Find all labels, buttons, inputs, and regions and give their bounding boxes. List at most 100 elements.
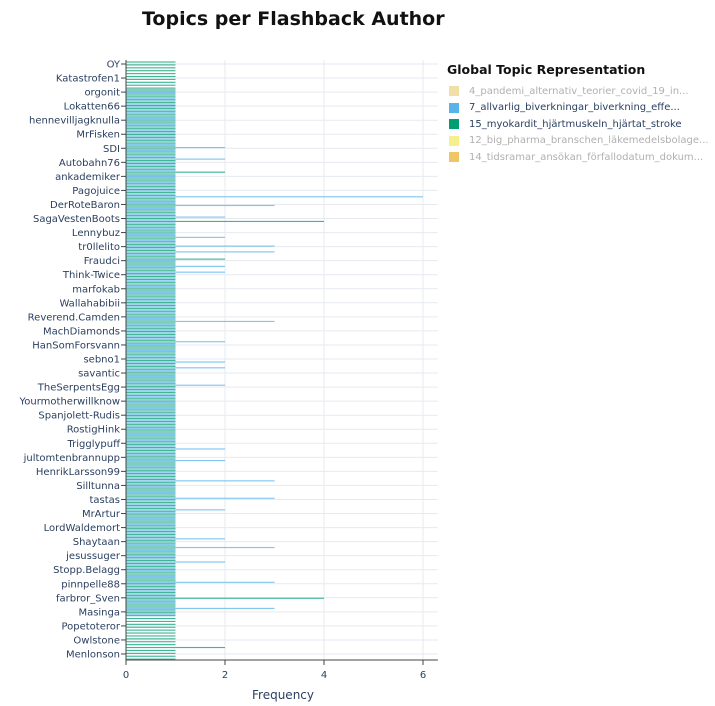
bar <box>126 220 324 223</box>
bar <box>126 607 275 609</box>
bar <box>126 245 275 247</box>
axis-layer: 0 2 4 6 OY Katastrofen1 orgonit Lokatten66 henne… <box>19 60 438 681</box>
bar <box>126 580 176 582</box>
bars-layer <box>126 61 423 660</box>
bar <box>126 362 176 365</box>
bar <box>126 610 176 612</box>
bar <box>126 138 176 140</box>
bar <box>126 544 176 546</box>
bar <box>126 267 176 269</box>
bar <box>126 235 176 237</box>
bar <box>126 345 176 347</box>
bar <box>126 64 176 66</box>
bar <box>126 431 176 433</box>
bar <box>126 165 176 167</box>
legend-item[interactable]: 15_myokardit_hjärtmuskeln_hjärtat_stroke <box>447 116 715 133</box>
bar <box>126 90 176 92</box>
bar <box>126 236 225 238</box>
bar <box>126 223 176 225</box>
bar <box>126 567 176 569</box>
bar <box>126 207 176 209</box>
bar <box>126 174 176 176</box>
bar <box>126 191 176 194</box>
bar <box>126 606 176 608</box>
legend-item[interactable]: 14_tidsramar_ansökan_förfallodatum_dokum… <box>447 149 715 166</box>
bar <box>126 599 176 601</box>
bar <box>126 481 176 483</box>
bar <box>126 197 176 199</box>
bar <box>126 491 176 494</box>
bar <box>126 328 176 330</box>
bar <box>126 173 176 175</box>
bar <box>126 317 176 320</box>
bar <box>126 194 176 196</box>
bar <box>126 525 176 527</box>
bar <box>126 644 176 646</box>
bar <box>126 555 176 557</box>
y-tick-label: LordWaldemort <box>44 523 120 534</box>
y-tick-label: orgonit <box>84 88 120 99</box>
legend-item[interactable]: 7_allvarlig_biverkningar_biverkning_effe… <box>447 100 715 117</box>
bar <box>126 349 176 352</box>
y-tick-label: hennevilljagknulla <box>29 116 120 127</box>
bar <box>126 609 176 611</box>
bar <box>126 102 176 104</box>
bar <box>126 320 275 323</box>
bar <box>126 154 176 156</box>
bar <box>126 162 176 165</box>
bar <box>126 116 176 118</box>
bar <box>126 180 176 182</box>
bar <box>126 158 225 160</box>
bar <box>126 290 176 292</box>
bar <box>126 426 176 428</box>
y-tick-label: Lokatten66 <box>64 102 120 113</box>
bar <box>126 213 176 215</box>
bar <box>126 402 176 404</box>
y-tick-label: Popetoteror <box>61 621 120 632</box>
legend-label: 4_pandemi_alternativ_teorier_covid_19_in… <box>469 85 689 97</box>
bar <box>126 187 176 189</box>
bar <box>126 522 176 524</box>
bar <box>126 310 176 312</box>
bar <box>126 538 225 540</box>
bar <box>126 374 176 376</box>
bar <box>126 61 176 63</box>
bar <box>126 446 176 449</box>
bar <box>126 451 176 453</box>
y-tick-label: tr0llelito <box>78 242 120 253</box>
legend-item[interactable]: 12_big_pharma_branschen_läkemedelsbolage… <box>447 133 715 150</box>
bar <box>126 546 275 549</box>
bar <box>126 646 225 649</box>
bar <box>126 617 176 620</box>
bar <box>126 620 176 623</box>
bar <box>126 560 176 562</box>
bar <box>126 478 176 480</box>
legend-item[interactable]: 4_pandemi_alternativ_teorier_covid_19_in… <box>447 83 715 100</box>
bar <box>126 100 176 102</box>
bar <box>126 341 225 343</box>
bar <box>126 507 176 509</box>
bar <box>126 73 176 75</box>
bar <box>126 251 275 253</box>
bar <box>126 420 176 423</box>
bar <box>126 494 176 496</box>
y-tick-label: Reverend.Camden <box>28 312 120 323</box>
bar <box>126 261 176 263</box>
bar <box>126 331 176 333</box>
bar <box>126 397 176 399</box>
bar <box>126 512 176 514</box>
bar <box>126 122 176 124</box>
bar <box>126 626 176 628</box>
bar <box>126 523 176 525</box>
y-tick-label: Fraudci <box>84 256 120 267</box>
bar <box>126 278 176 280</box>
bar <box>126 70 176 72</box>
bar <box>126 262 176 265</box>
bar <box>126 393 176 395</box>
bar <box>126 471 176 473</box>
y-tick-label: MachDiamonds <box>43 326 120 337</box>
bar <box>126 360 176 362</box>
bar <box>126 346 176 349</box>
bar <box>126 502 176 504</box>
bar <box>126 145 176 147</box>
